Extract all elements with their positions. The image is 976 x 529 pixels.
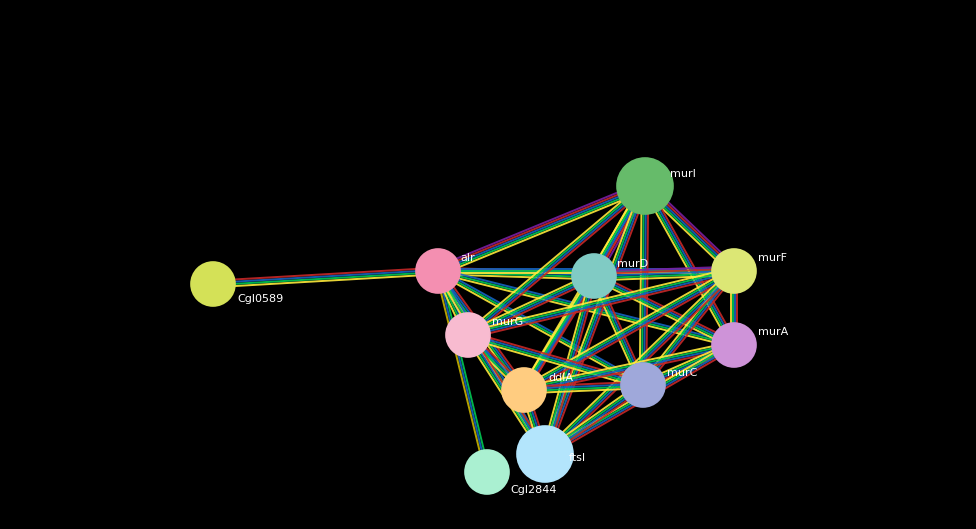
Circle shape — [617, 158, 673, 214]
Text: murC: murC — [667, 368, 698, 378]
Text: ddlA: ddlA — [548, 373, 573, 383]
Circle shape — [572, 254, 616, 298]
Text: alr: alr — [460, 253, 474, 263]
Circle shape — [446, 313, 490, 357]
Circle shape — [712, 249, 756, 293]
Text: murG: murG — [492, 317, 523, 327]
Text: Cgl2844: Cgl2844 — [510, 485, 556, 495]
Circle shape — [621, 363, 665, 407]
Circle shape — [517, 426, 573, 482]
Circle shape — [502, 368, 546, 412]
Text: murD: murD — [617, 259, 648, 269]
Text: ftsI: ftsI — [569, 453, 587, 463]
Text: murA: murA — [758, 327, 789, 337]
Text: Cgl0589: Cgl0589 — [237, 294, 283, 304]
Circle shape — [712, 323, 756, 367]
Circle shape — [465, 450, 509, 494]
Text: murI: murI — [670, 169, 696, 179]
Text: murF: murF — [758, 253, 787, 263]
Circle shape — [191, 262, 235, 306]
Circle shape — [416, 249, 460, 293]
